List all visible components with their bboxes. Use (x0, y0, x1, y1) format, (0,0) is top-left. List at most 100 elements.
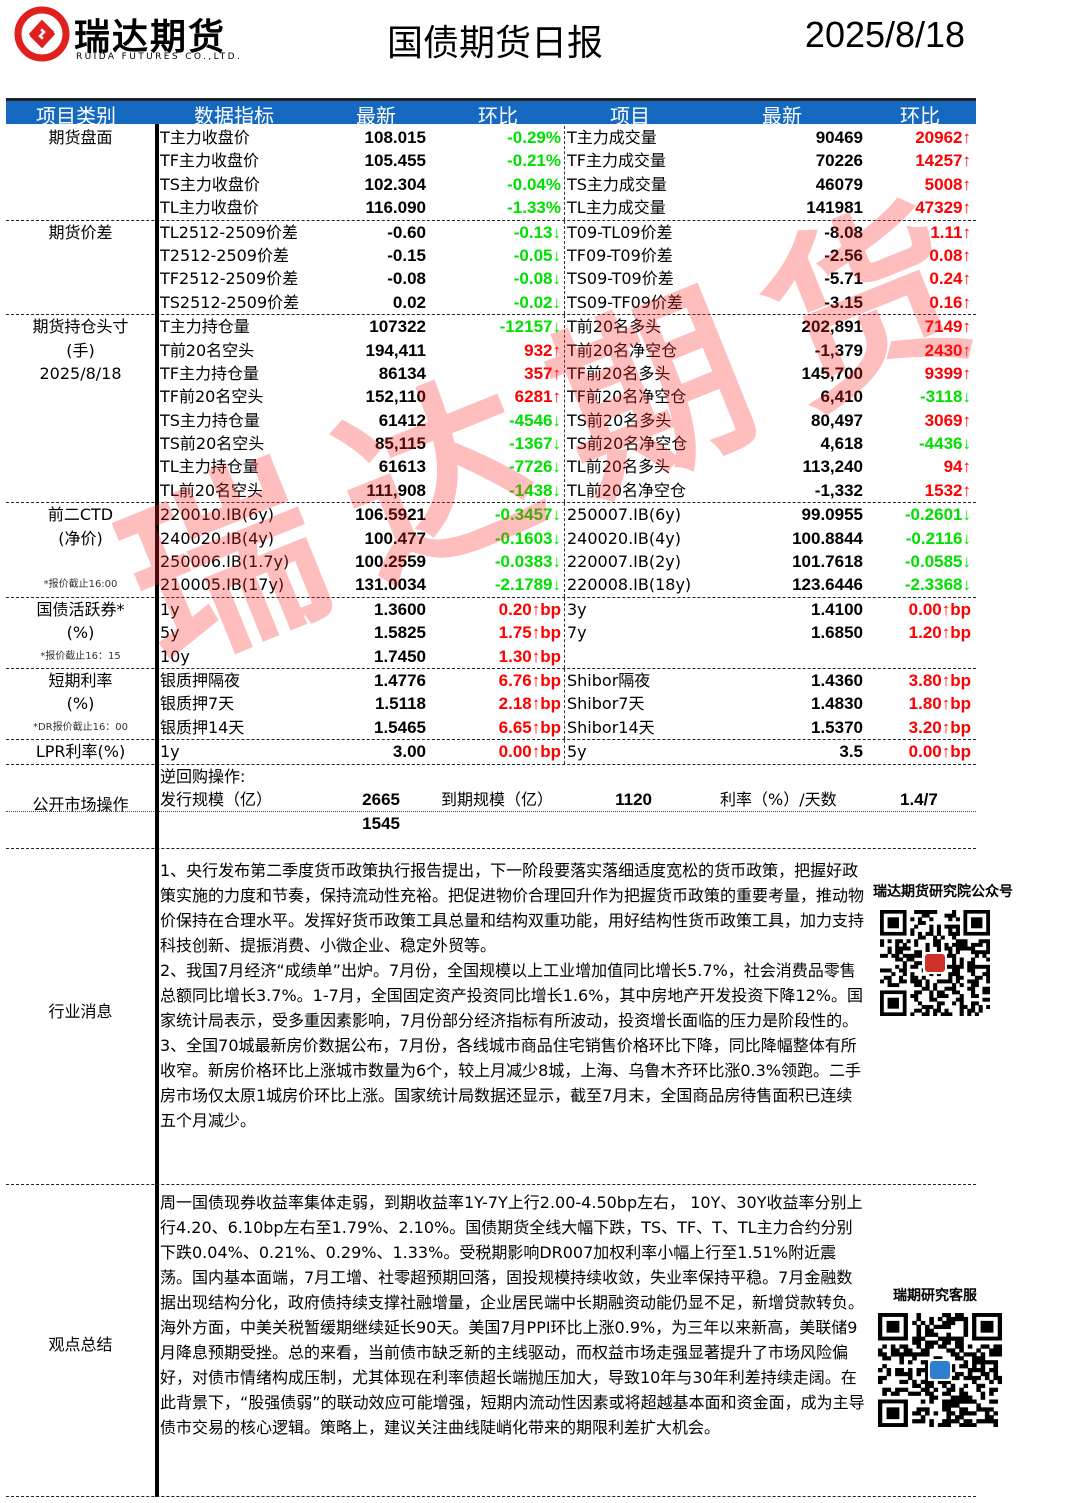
category-line: (%) (66, 694, 95, 714)
item-label: 220008.IB(18y) (567, 575, 692, 595)
item-label: TS前20名净空仓 (567, 434, 688, 454)
latest-value-2: 123.6446 (792, 575, 863, 595)
item-label: T前20名净空仓 (567, 340, 678, 360)
change-value: -2.1789↓ (494, 575, 561, 595)
col-item: 项目 (610, 104, 650, 128)
change-value-2: 2430↑ (924, 340, 971, 360)
section-category: 国债活跃券* (%) *报价截止16：15 (6, 598, 155, 662)
indicator-label: 1y (160, 742, 180, 762)
indicator-label: TL主力收盘价 (160, 198, 259, 218)
change-value-2: -0.2601↓ (904, 505, 971, 525)
category-line: (净价) (58, 528, 103, 548)
item-label: TS主力成交量 (567, 174, 667, 194)
latest-value-2: 1.4830 (811, 694, 863, 714)
indicator-label: 240020.IB(4y) (160, 528, 274, 548)
item-label: TL主力成交量 (567, 198, 666, 218)
indicator-label: 银质押隔夜 (160, 670, 241, 690)
latest-value: 131.0034 (355, 575, 426, 595)
latest-value-2: -8.08 (824, 222, 863, 242)
change-value-2: -0.0585↓ (904, 552, 971, 572)
category-line: 期货盘面 (48, 128, 113, 147)
change-value: 1.30↑bp (498, 646, 561, 666)
change-value: -0.08↓ (513, 269, 561, 289)
news-paragraph: 3、全国70城最新房价数据公布，7月份，各线城市商品住宅销售价格环比下降，同比降… (160, 1036, 862, 1130)
change-value: -12157↓ (499, 317, 561, 337)
maturity-value: 1120 (615, 789, 652, 809)
table-row: 250006.IB(1.7y) 100.2559 -0.0383↓ 220007… (6, 550, 976, 573)
change-value-2: -3118↓ (919, 387, 971, 407)
latest-value: -0.08 (387, 269, 426, 289)
category-line: 前二CTD (47, 505, 114, 525)
section-divider (6, 1184, 976, 1185)
table-row: TL主力收盘价 116.090 -1.33% TL主力成交量 141981 47… (6, 196, 976, 219)
indicator-label: TS前20名空头 (160, 434, 265, 454)
table-row: T主力收盘价 108.015 -0.29% T主力成交量 90469 20962… (6, 126, 976, 149)
change-value: -0.13↓ (513, 222, 561, 242)
change-value-2: 1532↑ (924, 480, 971, 500)
logo-text-cn: 瑞达期货 (74, 17, 227, 58)
change-value-2: 14257↑ (915, 151, 971, 171)
change-value: -0.02↓ (513, 292, 561, 312)
table-row: 银质押7天 1.5118 2.18↑bp Shibor7天 1.4830 1.8… (6, 692, 976, 715)
col-indicator: 数据指标 (194, 104, 274, 128)
latest-value: -0.60 (387, 222, 426, 242)
data-table: 期货盘面 T主力收盘价 108.015 -0.29% T主力成交量 90469 … (6, 126, 976, 849)
rate-label: 利率（%）/天数 (720, 789, 837, 809)
indicator-label: TL主力持仓量 (160, 457, 259, 477)
view-category: 观点总结 (48, 1335, 113, 1354)
category-line: 短期利率 (48, 670, 113, 690)
col-change: 环比 (478, 104, 518, 128)
table-row: TF主力收盘价 105.455 -0.21% TF主力成交量 70226 142… (6, 149, 976, 172)
table-row: TS主力持仓量 61412 -4546↓ TS前20名多头 80,497 306… (6, 409, 976, 432)
latest-value-2: 1.5370 (811, 717, 863, 737)
latest-value: 1.5825 (374, 623, 426, 643)
change-value-2: 3.20↑bp (908, 717, 971, 737)
dotted-divider (564, 315, 565, 503)
section-omo: 公开市场操作 逆回购操作: 发行规模（亿） 2665 到期规模（亿） 1120 … (6, 765, 976, 849)
table-row: T前20名空头 194,411 932↑ T前20名净空仓 -1,379 243… (6, 339, 976, 362)
indicator-label: 1y (160, 599, 180, 619)
change-value-2: 1.20↑bp (908, 623, 971, 643)
latest-value: 107322 (369, 317, 426, 337)
qr-label-wechat: 瑞达期货研究院公众号 (873, 884, 1013, 900)
category-note: *DR报价截止16：00 (32, 721, 129, 733)
section: 国债活跃券* (%) *报价截止16：15 1y 1.3600 0.20↑bp 3y… (6, 597, 976, 669)
col-change-2: 环比 (900, 104, 940, 128)
latest-value-2: 3.5 (839, 742, 863, 762)
item-label: Shibor隔夜 (567, 670, 651, 690)
latest-value-2: -1,379 (814, 340, 863, 360)
latest-value: 1.5118 (374, 694, 426, 714)
report-title: 国债期货日报 (386, 23, 603, 64)
change-value: -1438↓ (509, 480, 561, 500)
latest-value-2: -2.56 (824, 245, 863, 265)
service-qr-code-icon (878, 1313, 1002, 1427)
indicator-label: 10y (160, 646, 190, 666)
latest-value-2: 6,410 (820, 387, 863, 407)
section: 期货价差 TL2512-2509价差 -0.60 -0.13↓ T09-TL09… (6, 220, 976, 316)
change-value-2: 5008↑ (924, 174, 971, 194)
change-value-2: 3069↑ (924, 410, 971, 430)
view-paragraph: 周一国债现券收益率集体走弱，到期收益率1Y-7Y上行2.00-4.50bp左右，… (160, 1193, 865, 1437)
item-label: 7y (567, 623, 587, 643)
section: 短期利率 (%) *DR报价截止16：00 银质押隔夜 1.4776 6.76↑bp… (6, 668, 976, 741)
change-value-2: 1.11↑ (930, 222, 971, 242)
issue-label: 发行规模（亿） (160, 789, 273, 809)
news-paragraph: 1、央行发布第二季度货币政策执行报告提出，下一阶段要落实落细适度宽松的货币政策，… (160, 861, 865, 955)
indicator-label: TS主力收盘价 (160, 174, 260, 194)
change-value-2: 0.08↑ (929, 245, 971, 265)
latest-value: 1.4776 (374, 670, 426, 690)
latest-value-2: 1.4100 (811, 599, 863, 619)
change-value: 0.00↑bp (498, 742, 561, 762)
item-label: TS前20名多头 (567, 410, 672, 430)
section-category: 期货持仓头寸 (手) 2025/8/18 (6, 315, 155, 385)
item-label: Shibor14天 (567, 717, 655, 737)
latest-value-2: 70226 (815, 151, 863, 171)
table-row: TF前20名空头 152,110 6281↑ TF前20名净空仓 6,410 -… (6, 385, 976, 408)
table-row: TS主力收盘价 102.304 -0.04% TS主力成交量 46079 500… (6, 173, 976, 196)
indicator-label: T主力持仓量 (160, 317, 250, 337)
ruida-logo-icon (14, 6, 70, 62)
change-value-2: -2.3368↓ (904, 575, 971, 595)
table-row: 1545 (6, 812, 976, 835)
latest-value: 194,411 (365, 340, 426, 360)
change-value: -0.1603↓ (494, 528, 561, 548)
